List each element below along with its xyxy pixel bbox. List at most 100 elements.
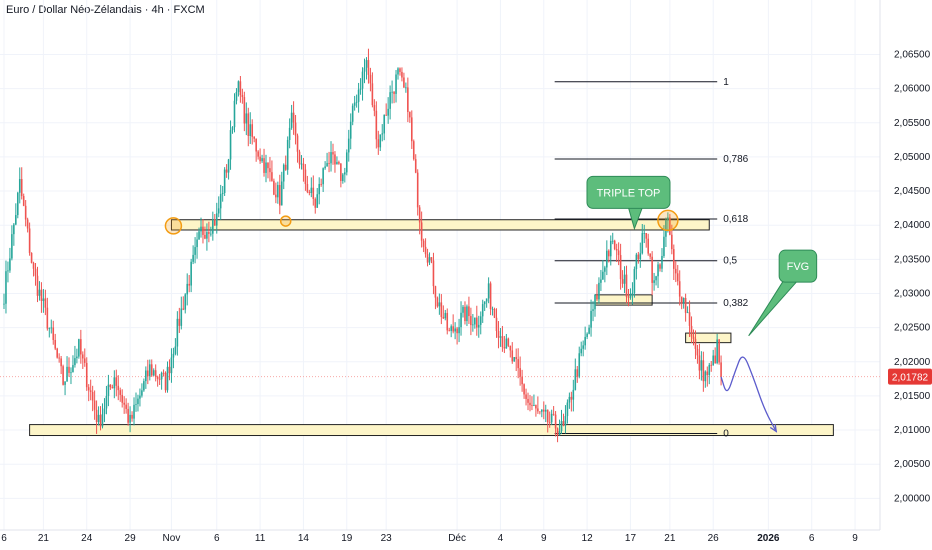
- candle-body: [251, 124, 254, 137]
- candle-body: [302, 163, 305, 170]
- projection-path[interactable]: [720, 356, 777, 432]
- candle-body: [308, 191, 311, 194]
- candle-body: [600, 279, 602, 283]
- candle-body: [428, 257, 431, 263]
- candle-body: [231, 127, 234, 131]
- candle-body: [200, 226, 202, 232]
- candle-body: [196, 239, 198, 248]
- candle-body: [245, 113, 248, 124]
- candle-body: [472, 324, 474, 326]
- candle-body: [147, 370, 149, 377]
- x-tick-label: 21: [38, 533, 50, 544]
- x-tick-label: 4: [498, 533, 504, 544]
- candle-body: [416, 172, 419, 208]
- support-resistance-zone[interactable]: [685, 332, 732, 344]
- candle-body: [135, 404, 137, 405]
- candle-body: [464, 306, 466, 322]
- highlight-circle[interactable]: [279, 215, 292, 227]
- candle-body: [588, 327, 590, 334]
- support-resistance-zone[interactable]: [29, 424, 834, 437]
- candle-body: [38, 289, 41, 296]
- candle-body: [503, 347, 506, 349]
- candle-body: [290, 112, 293, 128]
- candle-body: [344, 172, 346, 175]
- candle-body: [72, 365, 74, 373]
- callout-box[interactable]: [778, 249, 818, 283]
- candle-body: [34, 268, 37, 276]
- candle-body: [76, 356, 78, 359]
- candle-body: [720, 362, 722, 377]
- candle-body: [665, 220, 667, 237]
- candle-body: [590, 310, 592, 328]
- y-tick-label: 2,05500: [894, 118, 931, 129]
- support-resistance-zone[interactable]: [594, 294, 653, 306]
- candle-body: [298, 151, 301, 165]
- projection-arrowhead: [769, 424, 778, 433]
- candle-body: [586, 333, 588, 337]
- candle-body: [501, 336, 504, 348]
- candle-body: [56, 348, 58, 358]
- candle-body: [440, 302, 443, 317]
- candle-body: [166, 366, 169, 391]
- candle-body: [637, 254, 640, 260]
- candle-body: [602, 271, 604, 280]
- candle-body: [680, 296, 683, 303]
- y-tick-label: 2,04000: [894, 220, 931, 231]
- candle-body: [558, 431, 561, 436]
- candle-body: [426, 254, 429, 263]
- candle-body: [54, 339, 57, 349]
- candle-body: [237, 81, 240, 92]
- candle-body: [487, 283, 490, 299]
- candle-body: [355, 101, 358, 103]
- candle-body: [491, 308, 494, 310]
- candle-body: [99, 414, 102, 427]
- candle-body: [418, 207, 421, 223]
- candle-body: [639, 253, 642, 260]
- x-tick-label: 17: [625, 533, 637, 544]
- candle-body: [158, 378, 161, 380]
- candle-body: [326, 163, 328, 167]
- candle-body: [517, 359, 519, 369]
- candle-body: [121, 394, 123, 403]
- candle-body: [133, 404, 135, 419]
- candle-body: [178, 318, 181, 326]
- candle-body: [613, 240, 616, 250]
- candle-body: [718, 339, 720, 363]
- candle-body: [103, 408, 106, 415]
- support-resistance-zone[interactable]: [170, 219, 710, 231]
- candle-body: [702, 360, 705, 382]
- candle-body: [548, 422, 551, 424]
- candle-body: [176, 318, 179, 347]
- candle-body: [74, 358, 76, 366]
- candle-body: [328, 163, 330, 164]
- candle-body: [267, 162, 269, 169]
- candle-body: [564, 416, 567, 426]
- candle-body: [357, 89, 360, 102]
- candle-body: [101, 414, 104, 427]
- candle-body: [129, 414, 131, 423]
- highlight-circle[interactable]: [657, 209, 679, 232]
- candle-body: [716, 339, 718, 364]
- candle-body: [20, 179, 23, 197]
- candle-body: [373, 105, 376, 111]
- candle-body: [476, 317, 478, 328]
- candle-body: [143, 381, 145, 391]
- candle-body: [213, 219, 216, 226]
- highlight-circle[interactable]: [164, 217, 183, 235]
- candle-body: [633, 269, 636, 294]
- candle-body: [692, 336, 695, 339]
- candle-body: [552, 413, 555, 415]
- candle-body: [596, 294, 598, 300]
- candle-body: [661, 255, 663, 269]
- candle-body: [330, 152, 332, 164]
- candle-body: [156, 376, 159, 379]
- callout-box[interactable]: [586, 175, 671, 209]
- candle-body: [641, 233, 644, 254]
- candle-body: [324, 166, 326, 169]
- candle-body: [676, 273, 679, 282]
- candle-body: [280, 181, 283, 206]
- candle-body: [261, 158, 263, 162]
- candle-body: [409, 112, 411, 118]
- candle-body: [109, 384, 112, 388]
